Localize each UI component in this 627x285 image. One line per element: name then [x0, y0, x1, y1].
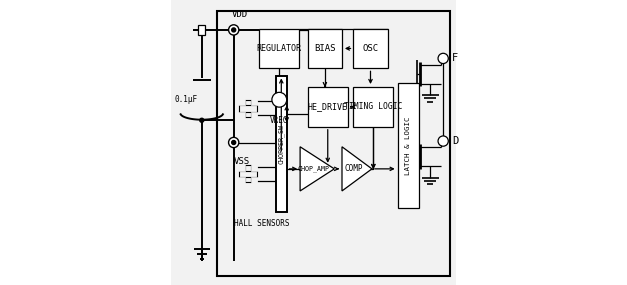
Text: VREG: VREG [270, 116, 288, 125]
Bar [216, 11, 450, 276]
Text: VDD: VDD [231, 10, 248, 19]
Text: 0.1μF: 0.1μF [174, 95, 198, 104]
Text: VSS: VSS [234, 156, 250, 166]
Bar [198, 25, 206, 35]
Text: HALL SENSORS: HALL SENSORS [234, 219, 290, 228]
Bar [251, 100, 256, 105]
Bar [354, 28, 387, 68]
Text: OSC: OSC [362, 44, 379, 53]
Text: REGULATOR: REGULATOR [257, 44, 302, 53]
Circle shape [229, 25, 239, 35]
Text: LATCH & LOGIC: LATCH & LOGIC [405, 116, 411, 175]
Bar [240, 171, 256, 177]
Bar [240, 177, 245, 182]
Bar [354, 87, 393, 127]
Bar [308, 28, 342, 68]
Circle shape [232, 141, 236, 144]
Circle shape [438, 53, 448, 64]
Text: HE_DRIVE: HE_DRIVE [308, 102, 348, 111]
Circle shape [438, 136, 448, 146]
Text: BIAS: BIAS [314, 44, 335, 53]
Bar [240, 100, 245, 105]
Polygon shape [342, 147, 372, 191]
Bar [251, 111, 256, 117]
Circle shape [229, 137, 239, 148]
Bar [276, 76, 287, 212]
Bar [251, 177, 256, 182]
Bar [245, 100, 251, 117]
Text: F: F [452, 53, 458, 64]
Text: CHOPPER_SW: CHOPPER_SW [278, 124, 285, 164]
Bar [251, 165, 256, 171]
Text: TIMING LOGIC: TIMING LOGIC [344, 102, 403, 111]
Bar [240, 111, 245, 117]
Bar [240, 165, 245, 171]
Text: COMP: COMP [344, 164, 362, 173]
Text: D: D [452, 136, 458, 146]
Bar [240, 105, 256, 111]
Bar [398, 83, 419, 208]
Circle shape [200, 118, 204, 122]
Bar [260, 28, 299, 68]
Polygon shape [300, 147, 334, 191]
Bar [308, 87, 348, 127]
Text: CHOP_AMP: CHOP_AMP [298, 166, 330, 172]
Circle shape [272, 92, 287, 107]
Bar [245, 165, 251, 182]
Circle shape [232, 28, 236, 32]
